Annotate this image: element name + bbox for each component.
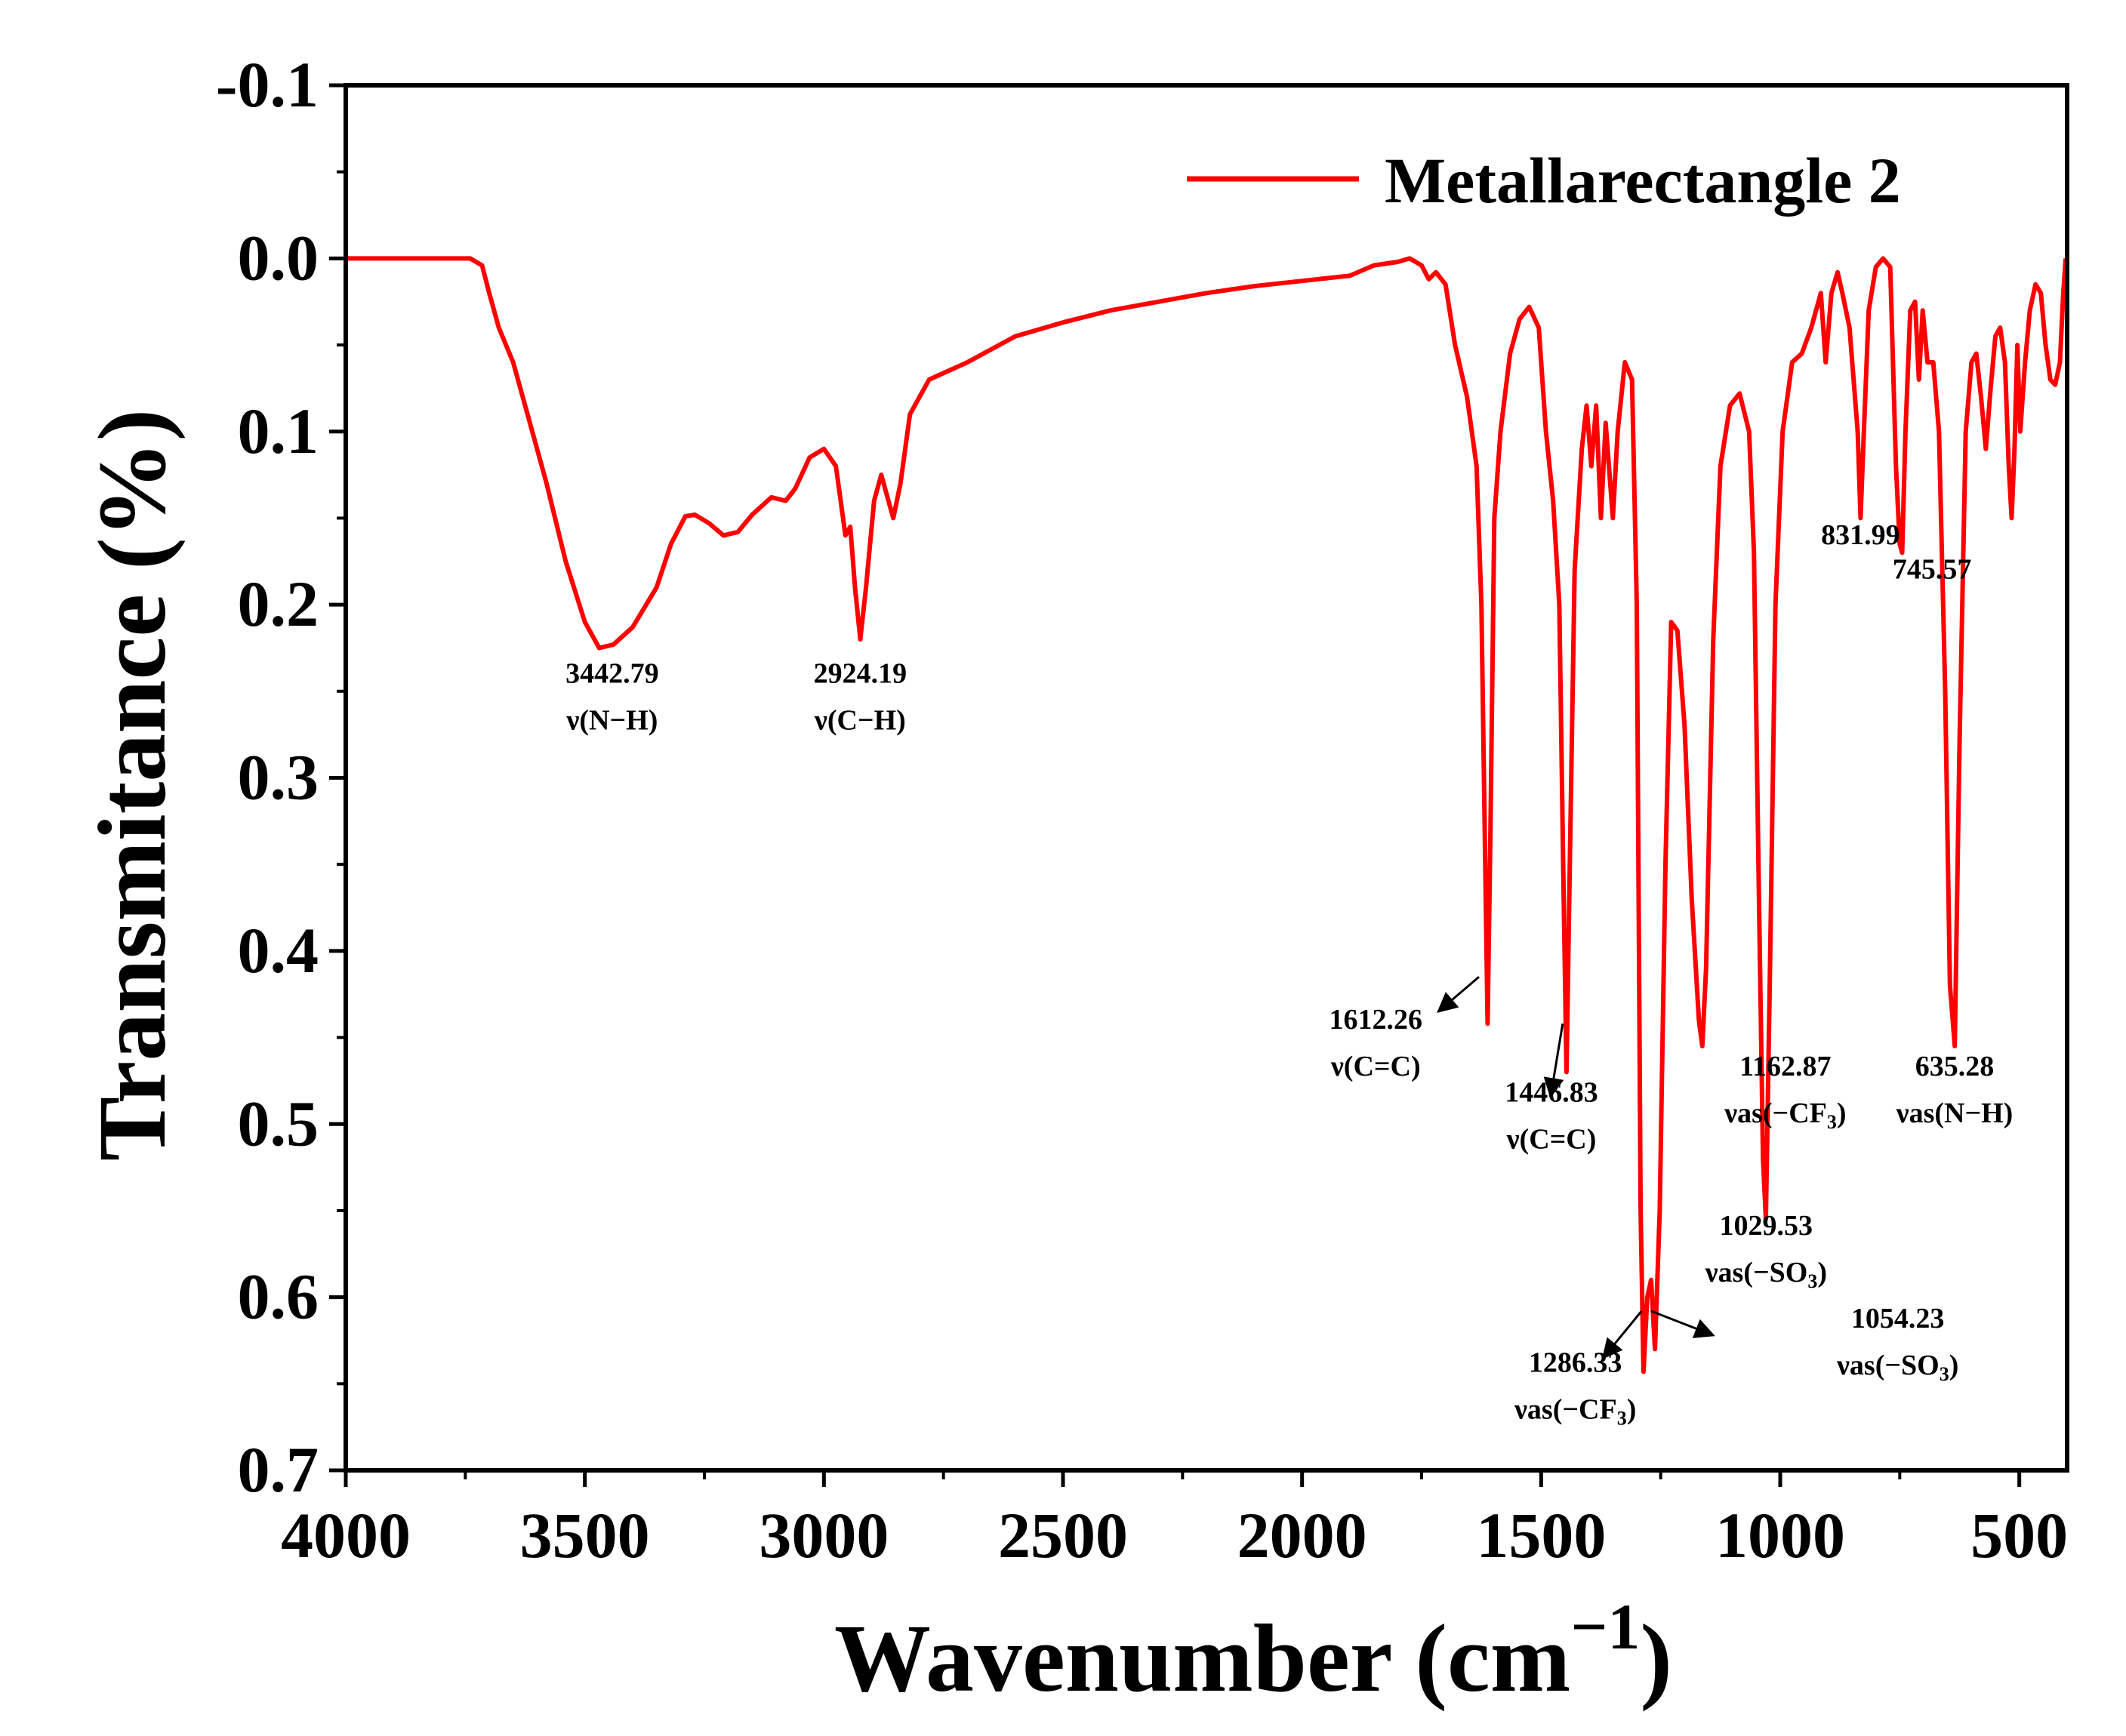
peak-annotation: 1286.33 νas(−CF3) — [1514, 1347, 1636, 1429]
x-tick-label: 3500 — [520, 1499, 650, 1571]
peak-annotation: 3442.79 ν(N−H) — [565, 657, 659, 736]
peak-annotation: 1612.26 ν(C=C) — [1329, 1004, 1422, 1082]
x-axis-title: Wavenumber (cm−1) — [834, 1590, 1672, 1712]
peak-annotation: 745.57 — [1893, 554, 1972, 586]
y-tick-label: 0.2 — [238, 568, 319, 640]
x-tick-label: 1000 — [1715, 1499, 1845, 1571]
y-tick-label: 0.4 — [238, 914, 319, 987]
annotation-arrow — [1437, 976, 1480, 1013]
series-line — [346, 256, 2069, 1374]
peak-annotation: 1054.23 νas(−SO3) — [1836, 1303, 1958, 1385]
peak-annotation: 635.28 νas(N−H) — [1896, 1051, 2014, 1129]
peak-annotation: 2924.19 ν(C−H) — [814, 657, 907, 736]
x-axis-title-close: ) — [1640, 1605, 1672, 1712]
x-axis-title-sup: −1 — [1570, 1590, 1640, 1663]
x-tick-label: 1500 — [1476, 1499, 1606, 1571]
y-axis-title: Transmitance (%) — [79, 409, 186, 1162]
x-axis-title-main: Wavenumber (cm — [834, 1605, 1570, 1712]
x-tick-label: 2500 — [998, 1499, 1128, 1571]
y-tick-label: 0.7 — [238, 1433, 319, 1506]
y-tick-label: 0.6 — [238, 1260, 319, 1333]
annotation-arrow — [1650, 1310, 1715, 1338]
y-tick-label: 0.1 — [238, 395, 319, 467]
x-tick-label: 2000 — [1237, 1499, 1367, 1571]
peak-annotation: 831.99 — [1821, 519, 1900, 551]
peak-annotation: 1446.83 ν(C=C) — [1505, 1076, 1598, 1155]
x-tick-label: 3000 — [759, 1499, 889, 1571]
y-tick-label: 0.5 — [238, 1087, 319, 1159]
y-tick-label: 0.3 — [238, 741, 319, 814]
plot-frame — [344, 83, 2069, 1473]
y-tick-label: 0.0 — [238, 221, 319, 294]
legend-label: Metallarectangle 2 — [1385, 144, 1901, 217]
x-tick-label: 500 — [1970, 1499, 2068, 1571]
x-tick-label: 4000 — [281, 1499, 411, 1571]
peak-annotation: 1029.53 νas(−SO3) — [1705, 1210, 1827, 1292]
peak-annotation: 1162.87 νas(−CF3) — [1724, 1051, 1846, 1133]
annotation-arrow — [1601, 1310, 1643, 1359]
annotation-arrow — [1543, 1023, 1564, 1099]
y-tick-label: -0.1 — [216, 48, 319, 121]
